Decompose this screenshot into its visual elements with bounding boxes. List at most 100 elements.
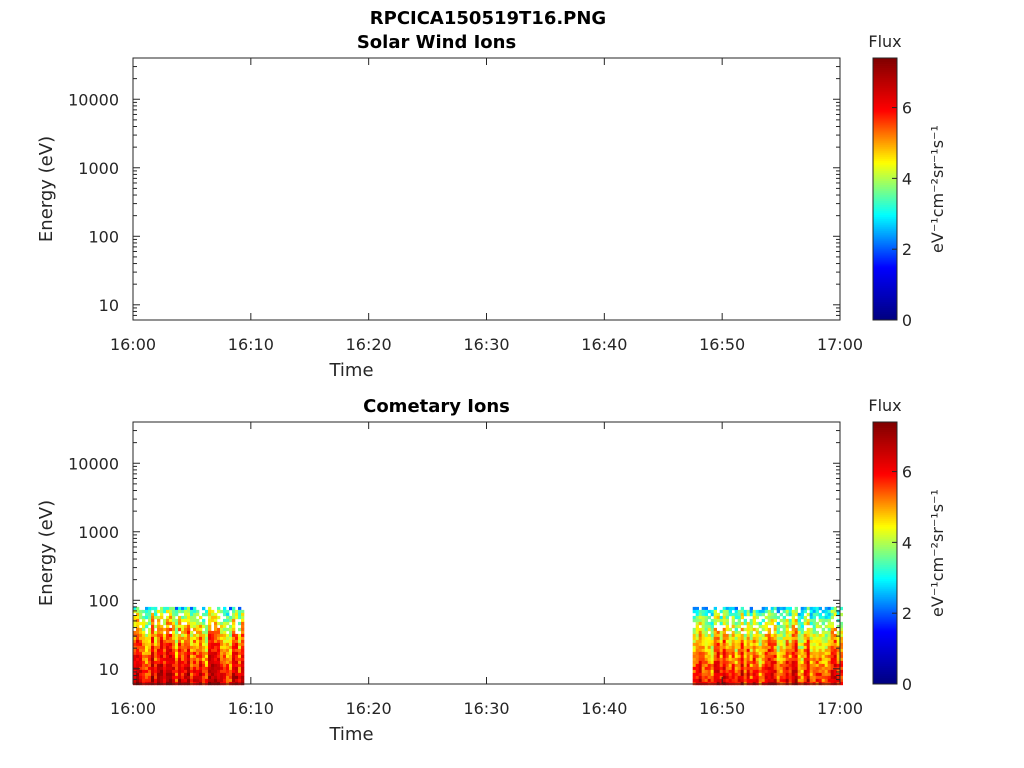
- spectrogram-cell: [695, 615, 699, 620]
- colorbar-segment: [873, 201, 897, 204]
- spectrogram-cell: [770, 606, 774, 611]
- spectrogram-cell: [743, 675, 747, 680]
- spectrogram-cell: [160, 648, 164, 653]
- spectrogram-cell: [157, 642, 161, 647]
- spectrogram-cell: [154, 645, 158, 650]
- spectrogram-cell: [220, 666, 224, 671]
- colorbar-segment: [873, 647, 897, 651]
- spectrogram-cell: [731, 633, 735, 638]
- spectrogram-cell: [217, 669, 221, 674]
- spectrogram-cell: [148, 642, 152, 647]
- spectrogram-cell: [163, 606, 167, 611]
- spectrogram-cell: [818, 612, 822, 617]
- colorbar-segment: [873, 287, 897, 291]
- spectrogram-cell: [821, 636, 825, 641]
- spectrogram-cell: [749, 639, 753, 644]
- spectrogram-cell: [235, 675, 239, 680]
- spectrogram-cell: [238, 660, 242, 665]
- spectrogram-cell: [746, 672, 750, 677]
- spectrogram-cell: [232, 615, 236, 620]
- colorbar-segment: [873, 675, 897, 679]
- spectrogram-cell: [740, 627, 744, 632]
- spectrogram-cell: [707, 627, 711, 632]
- spectrogram-cell: [713, 627, 717, 632]
- spectrogram-cell: [178, 609, 182, 614]
- spectrogram-cell: [782, 639, 786, 644]
- spectrogram-cell: [692, 630, 696, 635]
- colorbar-segment: [873, 579, 897, 582]
- spectrogram-cell: [178, 645, 182, 650]
- spectrogram-cell: [172, 633, 176, 638]
- spectrogram-cell: [761, 612, 765, 617]
- spectrogram-cell: [211, 639, 215, 644]
- spectrogram-cell: [785, 609, 789, 614]
- figure-title: RPCICA150519T16.PNG: [370, 8, 606, 29]
- spectrogram-cell: [827, 654, 831, 659]
- spectrogram-cell: [827, 663, 831, 668]
- spectrogram-cell: [136, 636, 140, 641]
- spectrogram-cell: [196, 636, 200, 641]
- spectrogram-cell: [716, 660, 720, 665]
- spectrogram-cell: [773, 663, 777, 668]
- spectrogram-cell: [208, 657, 212, 662]
- spectrogram-cell: [205, 648, 209, 653]
- spectrogram-cell: [791, 663, 795, 668]
- spectrogram-cell: [181, 666, 185, 671]
- spectrogram-cell: [160, 651, 164, 656]
- spectrogram-cell: [710, 636, 714, 641]
- spectrogram-cell: [707, 651, 711, 656]
- spectrogram-cell: [178, 606, 182, 611]
- spectrogram-cell: [752, 654, 756, 659]
- spectrogram-cell: [791, 678, 795, 683]
- spectrogram-cell: [199, 654, 203, 659]
- spectrogram-cell: [701, 630, 705, 635]
- spectrogram-cell: [202, 642, 206, 647]
- spectrogram-cell: [232, 657, 236, 662]
- spectrogram-cell: [211, 636, 215, 641]
- spectrogram-cell: [788, 672, 792, 677]
- spectrogram-cell: [241, 621, 245, 626]
- colorbar-segment: [873, 58, 897, 61]
- spectrogram-cell: [815, 606, 819, 611]
- spectrogram-cell: [728, 645, 732, 650]
- spectrogram-cell: [830, 630, 834, 635]
- spectrogram-cell: [145, 666, 149, 671]
- y-tick-label: 10000: [68, 90, 119, 109]
- spectrogram-cell: [833, 648, 837, 653]
- colorbar-segment: [873, 486, 897, 489]
- spectrogram-cell: [190, 672, 194, 677]
- spectrogram-cell: [722, 612, 726, 617]
- spectrogram-cell: [737, 651, 741, 656]
- spectrogram-cell: [160, 642, 164, 647]
- spectrogram-cell: [232, 642, 236, 647]
- colorbar-segment: [873, 150, 897, 154]
- spectrogram-cell: [839, 669, 843, 674]
- spectrogram-cell: [746, 645, 750, 650]
- colorbar-segment: [873, 122, 897, 125]
- spectrogram-cell: [214, 612, 218, 617]
- spectrogram-cell: [698, 648, 702, 653]
- spectrogram-cell: [794, 621, 798, 626]
- spectrogram-cell: [761, 624, 765, 629]
- spectrogram-cell: [773, 639, 777, 644]
- spectrogram-cell: [704, 666, 708, 671]
- spectrogram-cell: [788, 669, 792, 674]
- spectrogram-cell: [695, 645, 699, 650]
- spectrogram-cell: [773, 618, 777, 623]
- spectrogram-cell: [169, 654, 173, 659]
- spectrogram-cell: [743, 654, 747, 659]
- spectrogram-cell: [190, 654, 194, 659]
- spectrogram-cell: [713, 618, 717, 623]
- spectrogram-cell: [133, 642, 137, 647]
- spectrogram-cell: [698, 621, 702, 626]
- spectrogram-cell: [779, 657, 783, 662]
- spectrogram-cell: [782, 621, 786, 626]
- spectrogram-cell: [827, 615, 831, 620]
- spectrogram-cell: [764, 645, 768, 650]
- spectrogram-cell: [172, 669, 176, 674]
- spectrogram-cell: [740, 633, 744, 638]
- spectrogram-cell: [794, 660, 798, 665]
- spectrogram-cell: [749, 666, 753, 671]
- spectrogram-cell: [824, 660, 828, 665]
